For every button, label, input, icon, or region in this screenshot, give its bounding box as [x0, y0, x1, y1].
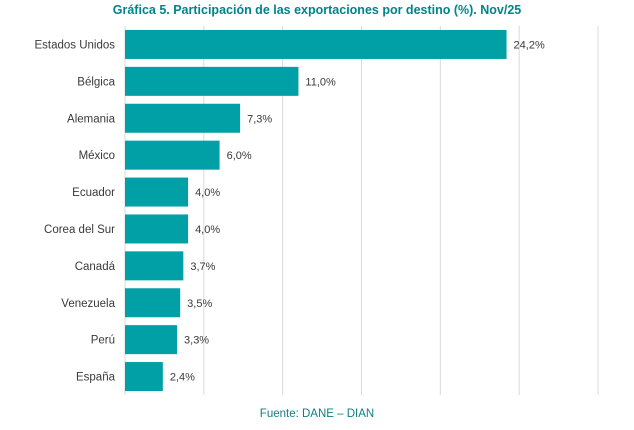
category-label: Corea del Sur	[44, 224, 115, 236]
category-label: Venezuela	[61, 298, 115, 310]
category-label: Perú	[91, 335, 115, 347]
bar	[125, 103, 241, 133]
category-label: España	[76, 372, 116, 384]
bar	[125, 288, 181, 318]
bar	[125, 362, 163, 392]
chart-title: Gráfica 5. Participación de las exportac…	[112, 3, 522, 17]
bar	[125, 140, 220, 170]
bars	[125, 29, 507, 392]
value-label: 4,0%	[195, 187, 220, 199]
bar	[125, 66, 299, 96]
category-label: Alemania	[67, 113, 116, 125]
category-label: México	[79, 150, 115, 162]
bar	[125, 29, 507, 59]
bar	[125, 177, 189, 207]
value-label: 11,0%	[305, 76, 336, 88]
chart-source: Fuente: DANE – DIAN	[259, 408, 375, 420]
value-label: 3,7%	[190, 261, 215, 273]
bar	[125, 214, 189, 244]
value-label: 6,0%	[227, 150, 252, 162]
value-labels: 24,2% 11,0% 7,3% 6,0% 4,0% 4,0% 3,7% 3,5% 3,3% 2,…	[170, 39, 545, 383]
bar	[125, 251, 184, 281]
category-label: Canadá	[75, 261, 116, 273]
value-label: 3,3%	[184, 335, 209, 347]
value-label: 2,4%	[170, 372, 195, 384]
bar	[125, 325, 178, 355]
value-label: 4,0%	[195, 224, 220, 236]
category-label: Ecuador	[72, 187, 115, 199]
value-label: 7,3%	[247, 113, 272, 125]
value-label: 24,2%	[514, 39, 545, 51]
value-label: 3,5%	[187, 298, 212, 310]
category-label: Bélgica	[77, 76, 115, 88]
category-label: Estados Unidos	[34, 39, 115, 51]
category-labels: Estados Unidos Bélgica Alemania México Ecuad…	[34, 39, 115, 383]
